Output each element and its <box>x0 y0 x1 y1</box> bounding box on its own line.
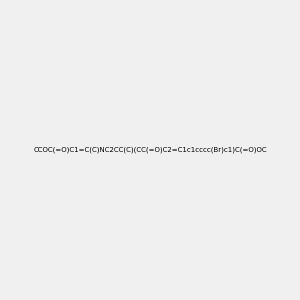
Text: CCOC(=O)C1=C(C)NC2CC(C)(CC(=O)C2=C1c1cccc(Br)c1)C(=O)OC: CCOC(=O)C1=C(C)NC2CC(C)(CC(=O)C2=C1c1ccc… <box>33 147 267 153</box>
